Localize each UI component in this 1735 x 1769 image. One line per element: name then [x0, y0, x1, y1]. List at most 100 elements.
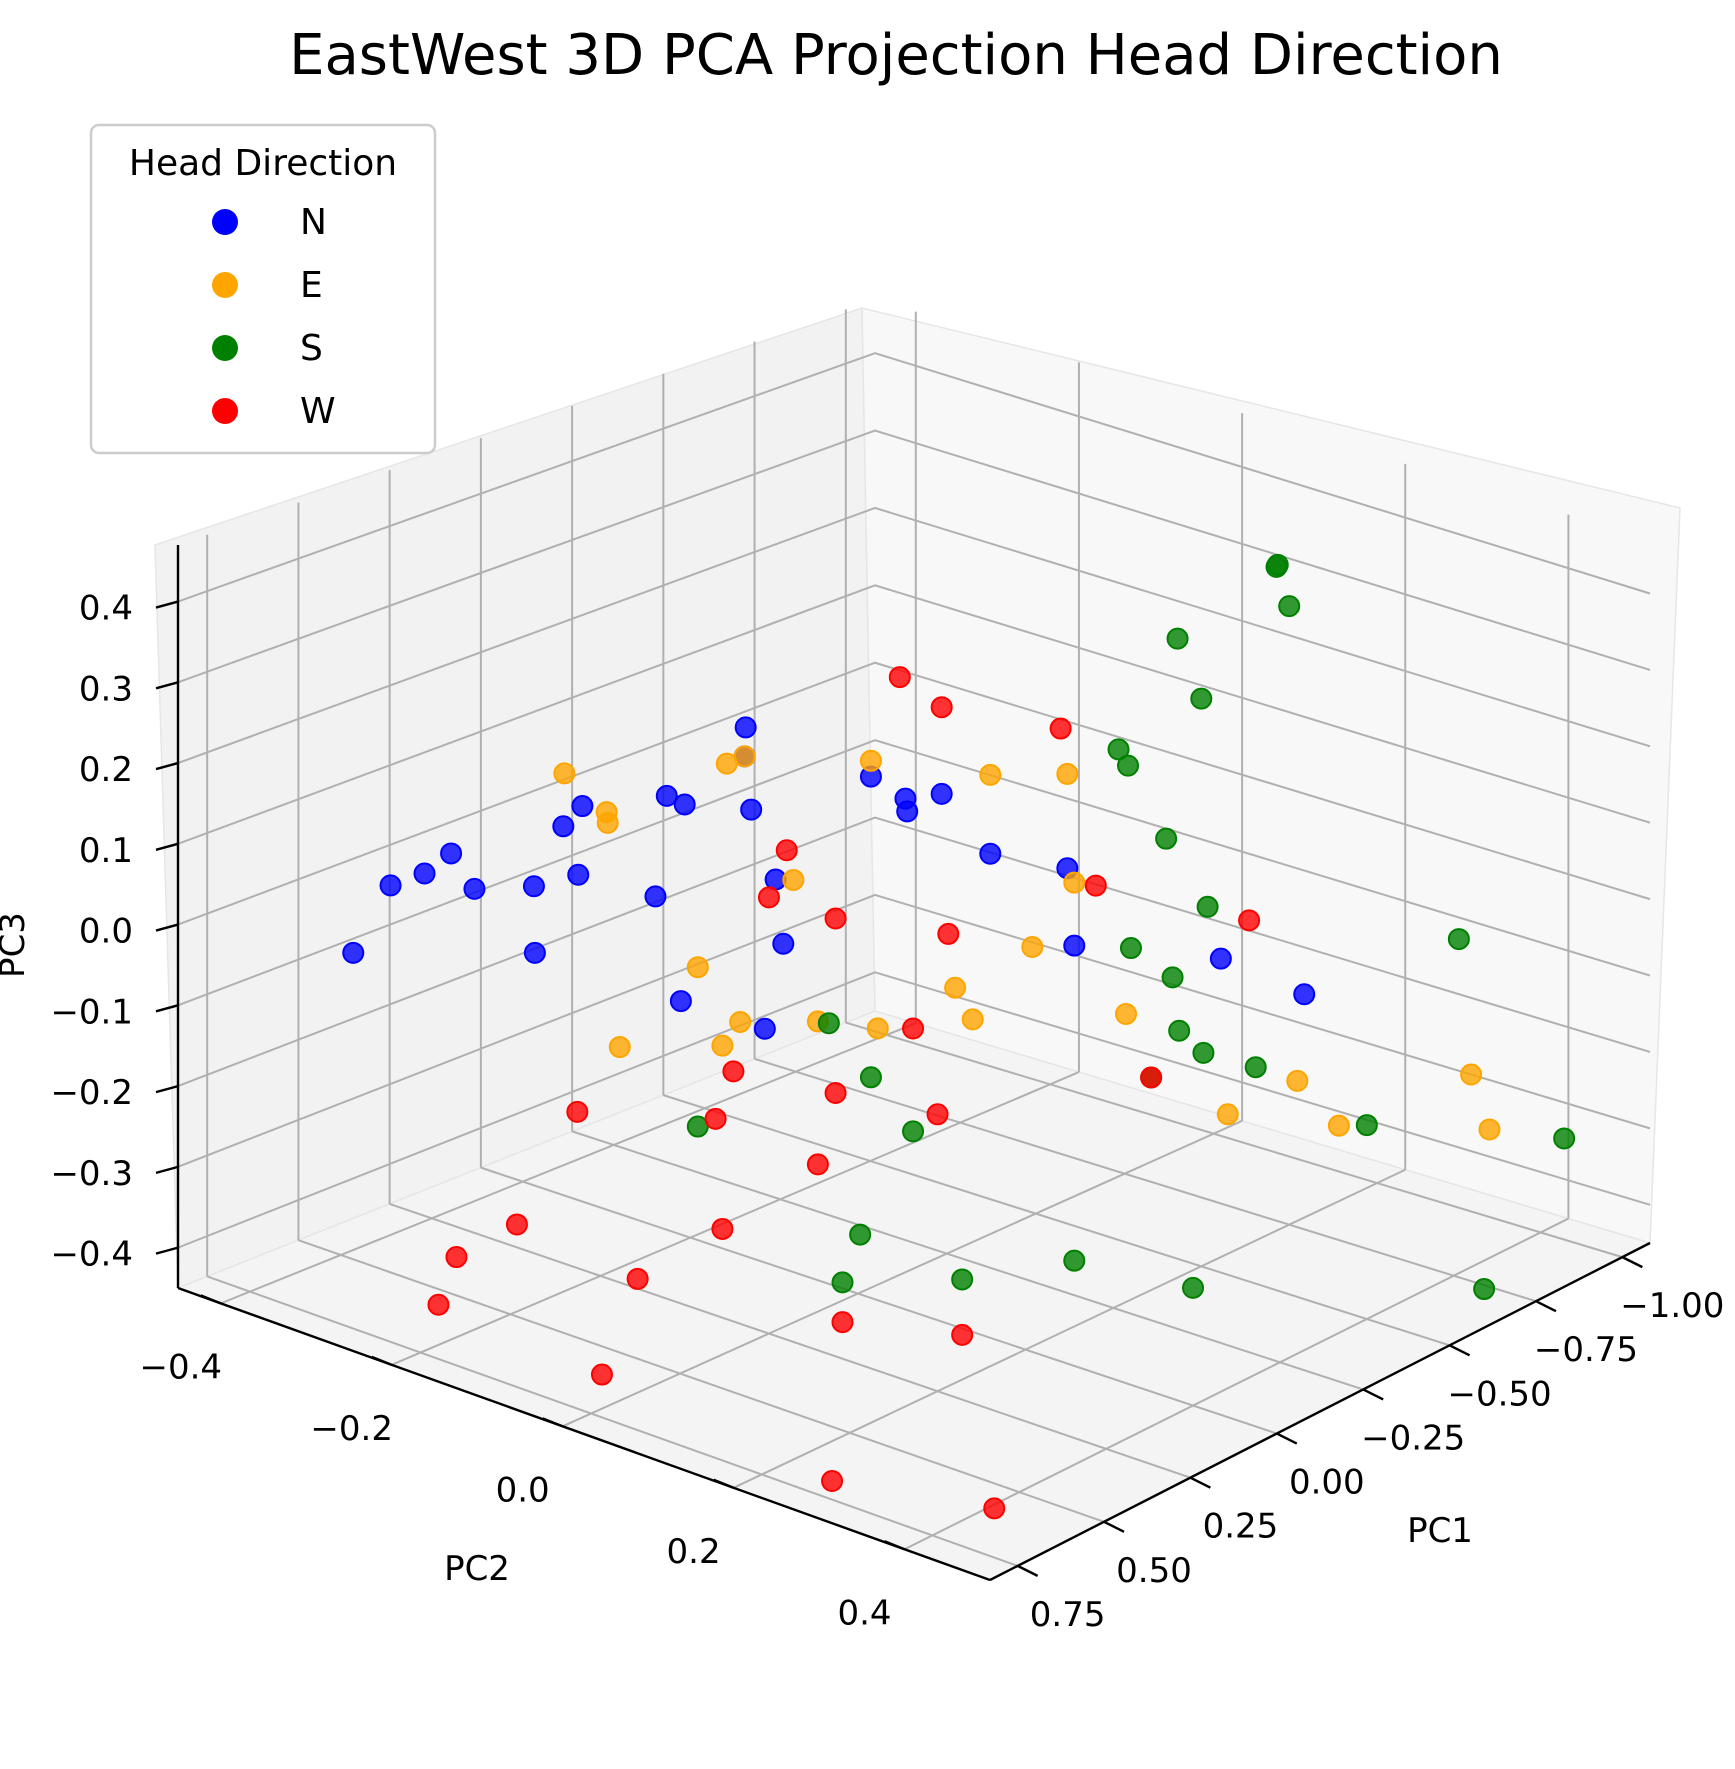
legend-label-S: S	[300, 328, 323, 369]
point-N	[571, 795, 594, 818]
grid-line-y-floor	[220, 1022, 917, 1305]
point-E	[711, 1034, 734, 1057]
point-E	[596, 811, 619, 834]
point-E	[1478, 1118, 1501, 1141]
x-tick-label: −0.25	[1361, 1418, 1465, 1458]
z-tick-label: −0.4	[50, 1235, 133, 1275]
point-S	[849, 1223, 872, 1246]
point-S	[1192, 1041, 1215, 1064]
y-tick-mark	[200, 1294, 222, 1305]
y-tick-label: 0.0	[496, 1470, 550, 1510]
point-S	[831, 1271, 854, 1294]
legend-frame	[89, 123, 437, 455]
point-E	[1286, 1069, 1309, 1092]
grid-line-z	[177, 352, 1651, 603]
x-tick-mark	[1362, 1388, 1384, 1401]
point-W	[1140, 1066, 1163, 1089]
point-S	[1553, 1127, 1576, 1150]
point-S	[1355, 1114, 1378, 1137]
point-N	[772, 932, 795, 955]
point-S	[1473, 1278, 1496, 1301]
y-axis-label: PC2	[444, 1549, 510, 1589]
grid-line-x-floor	[298, 1239, 1105, 1523]
point-S	[1278, 595, 1301, 618]
point-E	[961, 1008, 984, 1031]
point-E	[1327, 1114, 1350, 1137]
chart-panes	[154, 306, 1681, 1581]
grid-line-z	[177, 506, 1651, 764]
point-E	[782, 868, 805, 891]
grid-line-z	[177, 429, 1651, 684]
point-E	[553, 762, 576, 785]
point-W	[775, 839, 798, 862]
grid-line-z	[177, 893, 1651, 1168]
x-tick-label: 0.00	[1289, 1463, 1365, 1503]
grid-line-x-floor	[754, 1057, 1537, 1303]
point-N	[1063, 934, 1086, 957]
point-S	[1161, 966, 1184, 989]
grid-line-y-floor	[391, 1071, 1080, 1366]
point-W	[824, 907, 847, 930]
point-S	[1196, 895, 1219, 918]
point-N	[413, 862, 436, 885]
grid-line-z	[177, 971, 1651, 1249]
point-W	[926, 1103, 949, 1126]
z-tick-mark	[155, 842, 179, 851]
x-tick-label: 0.75	[1030, 1595, 1106, 1635]
point-E	[1021, 935, 1044, 958]
point-E	[1216, 1103, 1239, 1126]
z-tick-label: −0.2	[50, 1073, 133, 1113]
x-tick-label: 0.50	[1116, 1551, 1192, 1591]
grid-line-x-floor	[663, 1094, 1450, 1347]
grid-line-x-floor	[206, 1275, 1018, 1567]
point-N	[979, 842, 1002, 865]
point-N	[1209, 947, 1232, 970]
point-N	[734, 716, 757, 739]
legend-marker-E	[212, 272, 238, 298]
point-N	[644, 885, 667, 908]
point-E	[1460, 1063, 1483, 1086]
point-S	[1168, 1019, 1191, 1042]
point-E	[859, 749, 882, 772]
z-tick-label: 0.1	[79, 831, 133, 871]
point-N	[673, 793, 696, 816]
gridlines	[177, 309, 1651, 1567]
y-tick-mark	[884, 1540, 905, 1551]
point-S	[1182, 1276, 1205, 1299]
grid-line-y-floor	[733, 1168, 1406, 1489]
grid-line-x-floor	[480, 1166, 1278, 1435]
point-N	[655, 784, 678, 807]
x-axis-label: PC1	[1407, 1511, 1473, 1551]
points	[342, 553, 1576, 1520]
point-N	[930, 782, 953, 805]
point-N	[440, 842, 463, 865]
point-N	[896, 800, 919, 823]
point-S	[1166, 627, 1189, 650]
z-tick-mark	[155, 681, 179, 690]
z-tick-label: 0.2	[79, 750, 133, 790]
point-N	[379, 874, 402, 897]
grid-line-z	[177, 739, 1651, 1007]
point-N	[1293, 983, 1316, 1006]
point-S	[817, 1012, 840, 1035]
point-N	[740, 798, 763, 821]
z-tick-mark	[155, 761, 179, 771]
z-axis-label: PC3	[0, 912, 33, 978]
z-tick-mark	[155, 1165, 179, 1175]
x-tick-label: −0.50	[1447, 1374, 1551, 1414]
point-E	[1056, 762, 1079, 785]
point-N	[753, 1017, 776, 1040]
x-tick-label: −1.00	[1620, 1286, 1724, 1326]
point-S	[1107, 738, 1130, 761]
point-N	[552, 815, 575, 838]
point-E	[866, 1017, 889, 1040]
point-S	[1447, 928, 1470, 951]
chart-title: EastWest 3D PCA Projection Head Directio…	[289, 23, 1503, 88]
z-tick-label: 0.3	[79, 669, 133, 709]
point-W	[590, 1363, 613, 1386]
point-E	[729, 1010, 752, 1033]
point-W	[704, 1107, 727, 1130]
